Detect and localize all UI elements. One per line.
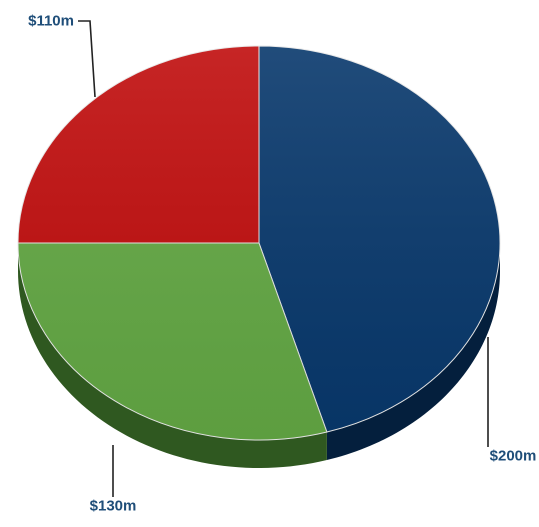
pie-top-shading (18, 46, 500, 440)
data-label-110m: $110m (28, 13, 74, 30)
pie-slices (18, 46, 500, 440)
data-label-200m: $200m (490, 447, 537, 464)
leader-line-110m (78, 21, 95, 97)
data-label-130m: $130m (90, 497, 137, 514)
